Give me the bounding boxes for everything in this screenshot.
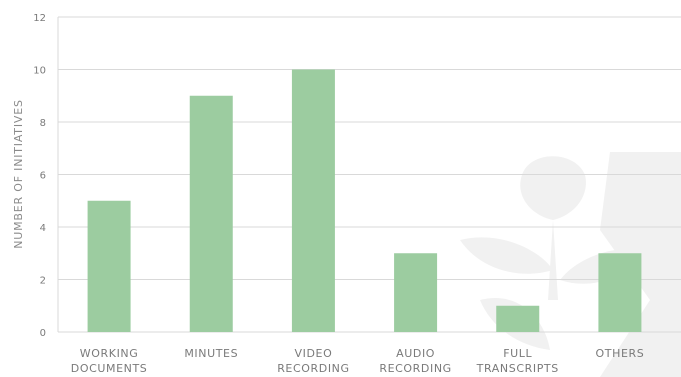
y-tick-label-2: 2 <box>40 276 46 287</box>
bar-5 <box>598 253 642 332</box>
x-tick-label-4-1: TRANSCRIPTS <box>476 362 559 375</box>
bar-2 <box>291 69 335 332</box>
bar-1 <box>189 95 233 332</box>
x-tick-label-4-0: FULL <box>503 347 532 360</box>
x-tick-label-5-0: OTHERS <box>596 347 645 360</box>
bars <box>87 69 642 332</box>
x-axis-labels: WORKING DOCUMENTS MINUTES VIDEO RECORDING AUD… <box>71 347 645 375</box>
y-axis-title: NUMBER OF INITIATIVES <box>12 99 25 248</box>
bar-4 <box>496 305 540 332</box>
y-axis-ticks: 0 2 4 6 8 10 12 <box>33 13 46 339</box>
y-tick-label-10: 10 <box>33 66 46 77</box>
y-tick-label-0: 0 <box>40 328 46 339</box>
x-tick-label-2-1: RECORDING <box>277 362 349 375</box>
y-tick-label-12: 12 <box>33 13 46 24</box>
bar-3 <box>394 253 438 332</box>
x-tick-label-1-0: MINUTES <box>184 347 238 360</box>
y-tick-label-8: 8 <box>40 118 46 129</box>
x-tick-label-3-0: AUDIO <box>396 347 435 360</box>
bar-0 <box>87 200 131 332</box>
x-tick-label-0-1: DOCUMENTS <box>71 362 148 375</box>
grid-lines <box>57 16 681 333</box>
y-tick-label-4: 4 <box>40 223 46 234</box>
x-tick-label-2-0: VIDEO <box>294 347 332 360</box>
y-tick-label-6: 6 <box>40 171 46 182</box>
x-tick-label-3-1: RECORDING <box>379 362 451 375</box>
watermark-emblem <box>460 152 681 377</box>
x-tick-label-0-0: WORKING <box>80 347 139 360</box>
